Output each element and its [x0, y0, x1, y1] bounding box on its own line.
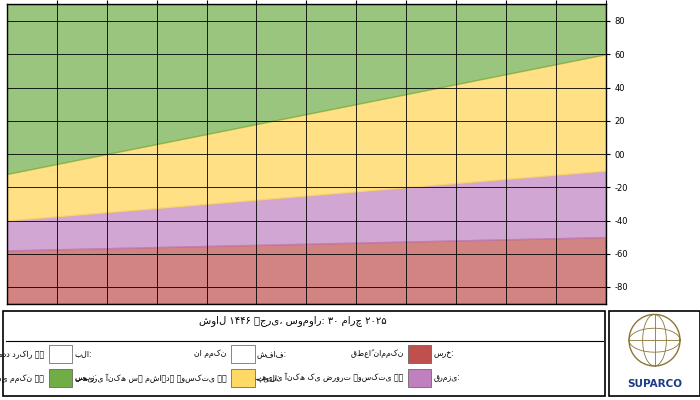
Bar	[232, 345, 255, 363]
Text: بھیری آنکھ کی مدد درکار ہے: بھیری آنکھ کی مدد درکار ہے	[0, 349, 44, 359]
Text: بھیری آنکھ سے مشاہدہ ہوسکتی ہے: بھیری آنکھ سے مشاہدہ ہوسکتی ہے	[75, 373, 227, 383]
Bar	[408, 345, 431, 363]
Bar	[49, 345, 72, 363]
Text: قطعاً ناممکن: قطعاً ناممکن	[351, 350, 403, 358]
Bar	[49, 369, 72, 387]
Text: بھیری آنکھ کی ضرورت ہوسکتی ہے: بھیری آنکھ کی ضرورت ہوسکتی ہے	[254, 373, 403, 382]
Text: سرخ:: سرخ:	[433, 350, 454, 358]
Text: پیلا:: پیلا:	[257, 374, 281, 382]
Text: شوال ۱۴۴۶ ہجری، سوموار: ۳۰ مارچ ۲۰۲۵: شوال ۱۴۴۶ ہجری، سوموار: ۳۰ مارچ ۲۰۲۵	[199, 315, 386, 326]
Bar	[408, 369, 431, 387]
Text: انسانی آنکھوں سے آسانی ممکن ہے: انسانی آنکھوں سے آسانی ممکن ہے	[0, 373, 44, 383]
Bar	[232, 369, 255, 387]
Text: قرمزی:: قرمزی:	[433, 374, 461, 382]
Text: SUPARCO: SUPARCO	[627, 379, 682, 389]
Text: شفاف:: شفاف:	[257, 350, 287, 358]
Text: سبز:: سبز:	[74, 374, 97, 382]
Text: نا ممکن: نا ممکن	[194, 350, 227, 358]
Text: بلا:: بلا:	[74, 350, 92, 358]
